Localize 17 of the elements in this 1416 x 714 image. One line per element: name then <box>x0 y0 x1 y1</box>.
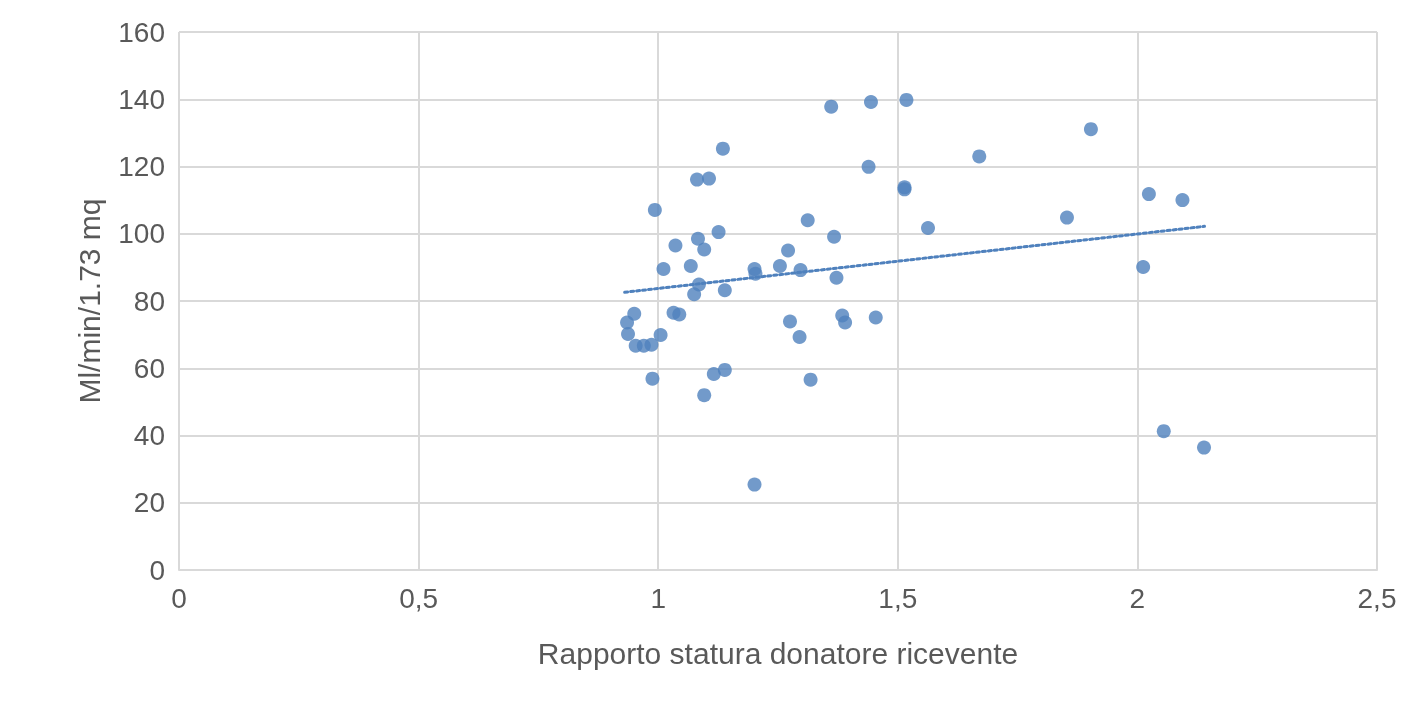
y-tick-label: 40 <box>133 420 165 451</box>
x-tick-label: 2,5 <box>1357 582 1397 614</box>
y-tick-label: 160 <box>118 16 165 48</box>
x-axis-title: Rapporto statura donatore ricevente <box>537 636 1019 670</box>
y-tick-label: 80 <box>133 285 165 317</box>
x-tick-label: 1,5 <box>878 582 918 614</box>
y-tick-label: 120 <box>118 151 165 182</box>
y-tick-label: 60 <box>133 352 165 384</box>
x-tick-label: 0 <box>171 582 187 614</box>
y-tick-label: 0 <box>149 554 165 586</box>
y-tick-label: 140 <box>118 83 165 115</box>
x-tick-label: 1 <box>650 582 666 614</box>
y-tick-label: 20 <box>133 487 165 519</box>
x-tick-label: 2 <box>1129 582 1146 614</box>
y-axis-title: Ml/min/1.73 mq <box>72 198 106 404</box>
y-tick-label: 100 <box>118 218 165 250</box>
x-tick-label: 0,5 <box>399 582 439 614</box>
